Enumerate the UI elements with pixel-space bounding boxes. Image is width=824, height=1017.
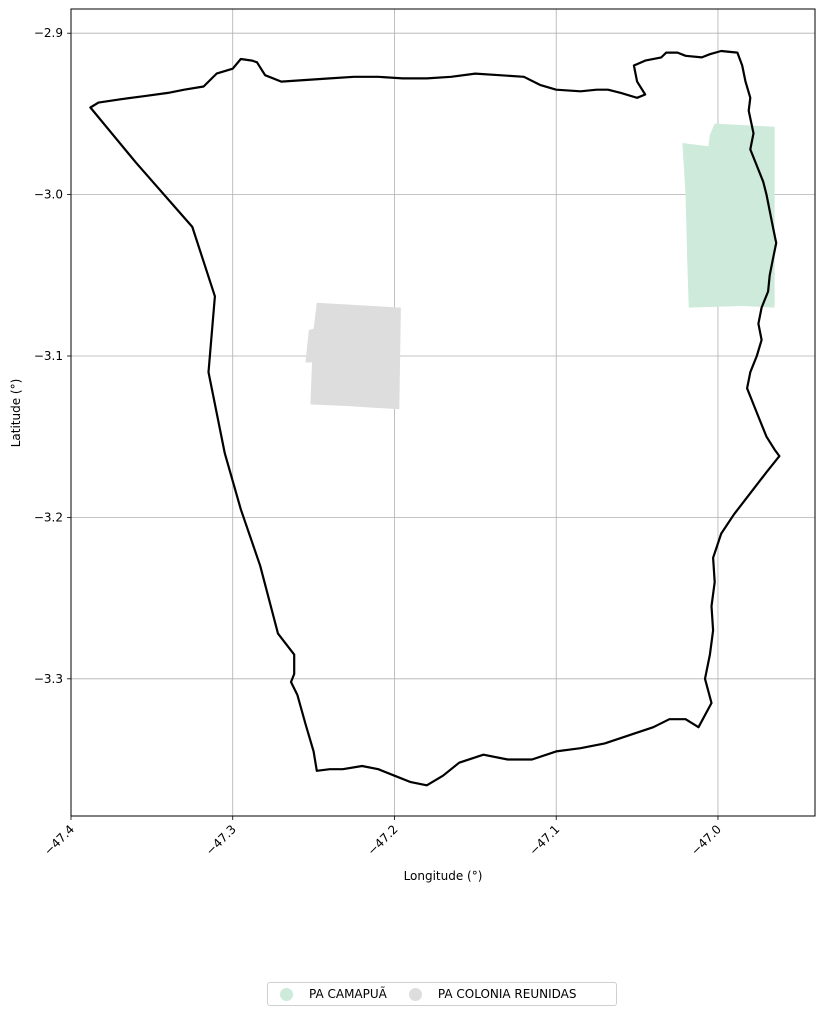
legend-item-colonia-reunidas: PA COLONIA REUNIDAS: [408, 987, 577, 1001]
municipality-boundary: [89, 49, 781, 787]
legend-marker-colonia-reunidas: [408, 987, 422, 1001]
y-tick-label: −3.0: [34, 188, 63, 202]
y-tick-label: −3.3: [34, 672, 63, 686]
y-tick-label: −3.2: [34, 510, 63, 524]
y-tick-label: −3.1: [34, 349, 63, 363]
settlement-areas: [305, 123, 775, 410]
x-tick-label: −47.2: [365, 822, 401, 858]
legend-label-colonia-reunidas: PA COLONIA REUNIDAS: [437, 987, 577, 1001]
legend-marker-camapua: [280, 987, 293, 1001]
x-tick-label: −47.0: [688, 822, 724, 858]
y-axis-label: Latitude (°): [9, 379, 23, 448]
x-axis: −47.4 −47.3 −47.2 −47.1 −47.0: [41, 816, 724, 858]
legend-label-camapua: PA CAMAPUÃ: [309, 987, 387, 1001]
x-tick-label: −47.3: [203, 822, 239, 858]
x-tick-label: −47.1: [526, 822, 562, 858]
y-tick-label: −2.9: [34, 26, 63, 40]
grid-lines: [70, 9, 815, 816]
plot-frame: [70, 8, 816, 817]
y-axis: −2.9 −3.0 −3.1 −3.2 −3.3: [34, 26, 71, 686]
area-pa-camapua: [682, 123, 775, 308]
legend-item-camapua: PA CAMAPUÃ: [280, 987, 387, 1001]
x-tick-label: −47.4: [41, 822, 77, 858]
x-axis-label: Longitude (°): [404, 869, 483, 883]
area-pa-colonia-reunidas: [305, 302, 401, 410]
legend: PA CAMAPUÃ PA COLONIA REUNIDAS: [267, 982, 617, 1006]
